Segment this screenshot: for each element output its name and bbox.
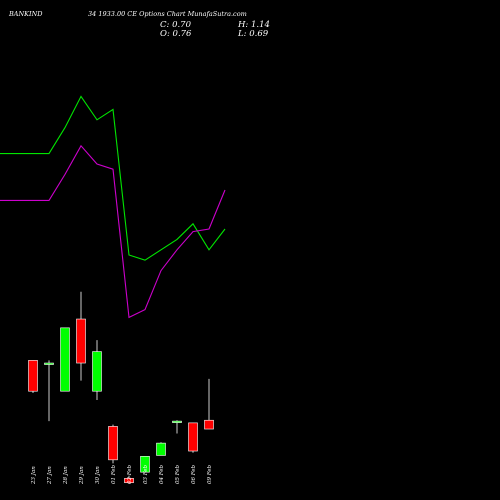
candle [124, 475, 134, 484]
candle-body [108, 426, 118, 461]
candle-body [28, 360, 38, 392]
bands-layer [0, 95, 226, 319]
x-axis-labels: 23 Jan 27 Jan 28 Jan 29 Jan 30 Jan 01 Feb 02 F… [31, 464, 213, 485]
candle [92, 340, 102, 400]
x-tick-label: 09 Feb [207, 464, 213, 484]
upper-band-line [0, 95, 226, 261]
symbol-label: BANKIND [9, 10, 43, 18]
candle-body [60, 327, 70, 392]
candle [140, 456, 150, 473]
x-tick-label: 27 Jan [47, 466, 53, 485]
candle-body [76, 318, 86, 364]
candle-body [172, 420, 182, 423]
candle [172, 420, 182, 434]
x-tick-label: 28 Jan [63, 466, 69, 485]
candle [28, 360, 38, 393]
candle-body [156, 442, 166, 456]
candle-body [124, 478, 134, 484]
candle-body [188, 422, 198, 452]
candle [44, 360, 54, 422]
x-tick-label: 05 Feb [175, 464, 181, 484]
chart-caption: 34 1933.00 CE Options Chart MunafaSutra.… [88, 10, 247, 18]
candle-body [204, 419, 214, 430]
candles-layer [28, 291, 214, 484]
candle-body [92, 351, 102, 392]
x-tick-label: 06 Feb [191, 464, 197, 484]
candle [76, 291, 86, 381]
lower-band-line [0, 144, 226, 319]
x-tick-label: 01 Feb [111, 464, 117, 484]
close-value: C: 0.70 [160, 20, 191, 30]
candle [60, 327, 70, 392]
x-tick-label: 02 Feb [127, 464, 133, 484]
candle [156, 442, 166, 456]
x-tick-label: 29 Jan [79, 466, 85, 485]
candle [188, 422, 198, 453]
open-value: O: 0.76 [160, 29, 192, 39]
low-value: L: 0.69 [238, 29, 269, 39]
candle-body [44, 362, 54, 365]
x-tick-label: 03 Feb [143, 464, 149, 484]
high-value: H: 1.14 [238, 20, 270, 30]
x-tick-label: 04 Feb [159, 464, 165, 484]
x-tick-label: 30 Jan [95, 466, 101, 484]
candle-body [140, 456, 150, 473]
candle [204, 378, 214, 430]
candle [108, 424, 118, 464]
x-tick-label: 23 Jan [31, 466, 37, 485]
